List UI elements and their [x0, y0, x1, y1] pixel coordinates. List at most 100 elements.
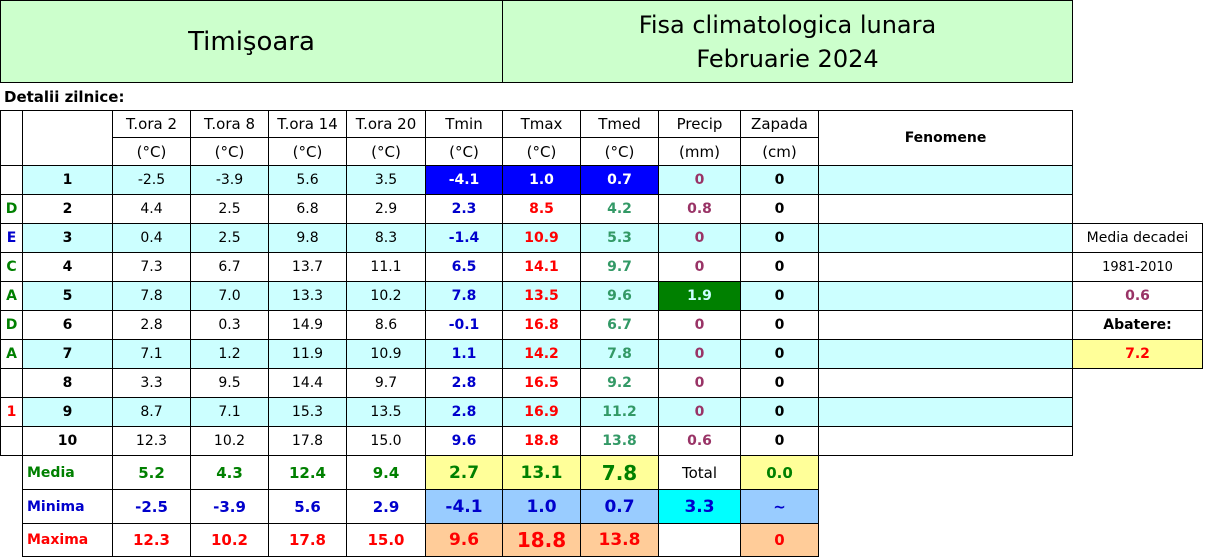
summary-value: 18.8: [502, 523, 581, 557]
fenomene: [818, 339, 1073, 369]
column-unit: (°C): [580, 137, 659, 166]
value: 2.5: [190, 194, 269, 224]
summary-value: 0.7: [580, 489, 659, 524]
day: 8: [22, 368, 113, 398]
day: 6: [22, 310, 113, 340]
column-header: Tmin: [425, 110, 503, 138]
column-unit: (°C): [502, 137, 581, 166]
value: -1.4: [425, 223, 503, 253]
column-unit: (°C): [190, 137, 269, 166]
value: 7.8: [112, 281, 191, 311]
value: 16.5: [502, 368, 581, 398]
value: 8.7: [112, 397, 191, 427]
summary-value: [658, 523, 741, 557]
value: 14.1: [502, 252, 581, 282]
value: 8.5: [502, 194, 581, 224]
fenomene-header: Fenomene: [818, 110, 1073, 166]
value: 0: [740, 252, 819, 282]
summary-value: 9.4: [346, 455, 426, 490]
fenomene: [818, 426, 1073, 456]
value: 9.6: [425, 426, 503, 456]
value: 14.2: [502, 339, 581, 369]
summary-value: 1.0: [502, 489, 581, 524]
value: 11.2: [580, 397, 659, 427]
summary-value: 15.0: [346, 523, 426, 557]
value: 5.3: [580, 223, 659, 253]
summary-value: -4.1: [425, 489, 503, 524]
value: 13.5: [346, 397, 426, 427]
value: 15.3: [268, 397, 347, 427]
summary-value: ~: [740, 489, 819, 524]
value: 0: [740, 165, 819, 195]
value: 15.0: [346, 426, 426, 456]
value: 0: [658, 165, 741, 195]
value: 3.5: [346, 165, 426, 195]
value: 0: [658, 223, 741, 253]
summary-label: Maxima: [22, 523, 113, 557]
side-panel: Abatere:: [1072, 310, 1203, 340]
value: 0.3: [190, 310, 269, 340]
value: 0: [658, 310, 741, 340]
value: 9.8: [268, 223, 347, 253]
side-panel: 0.6: [1072, 281, 1203, 311]
decade-letter: 1: [0, 397, 23, 427]
fenomene: [818, 281, 1073, 311]
day: 3: [22, 223, 113, 253]
value: 8.3: [346, 223, 426, 253]
value: 0: [658, 368, 741, 398]
value: 6.5: [425, 252, 503, 282]
value: 0: [740, 397, 819, 427]
value: 11.1: [346, 252, 426, 282]
value: 10.9: [502, 223, 581, 253]
blank: [0, 455, 23, 490]
value: 13.7: [268, 252, 347, 282]
value: 1.1: [425, 339, 503, 369]
fenomene: [818, 397, 1073, 427]
day: 4: [22, 252, 113, 282]
column-unit: (°C): [112, 137, 191, 166]
summary-value: 4.3: [190, 455, 269, 490]
summary-value: 12.4: [268, 455, 347, 490]
value: -2.5: [112, 165, 191, 195]
summary-value: 2.9: [346, 489, 426, 524]
decade-letter: A: [0, 281, 23, 311]
value: 1.0: [502, 165, 581, 195]
value: 6.7: [190, 252, 269, 282]
value: 0: [740, 281, 819, 311]
value: 0: [740, 223, 819, 253]
fenomene: [818, 368, 1073, 398]
decade-letter: A: [0, 339, 23, 369]
side-panel: 1981-2010: [1072, 252, 1203, 282]
value: 9.7: [346, 368, 426, 398]
value: 2.3: [425, 194, 503, 224]
summary-value: 3.3: [658, 489, 741, 524]
value: 0: [740, 194, 819, 224]
value: 13.8: [580, 426, 659, 456]
value: 14.9: [268, 310, 347, 340]
value: -4.1: [425, 165, 503, 195]
title-line: Fisa climatologica lunara: [638, 10, 937, 39]
summary-value: 12.3: [112, 523, 191, 557]
value: 9.5: [190, 368, 269, 398]
summary-value: 17.8: [268, 523, 347, 557]
column-unit: (cm): [740, 137, 819, 166]
value: 16.8: [502, 310, 581, 340]
station-title: Timişoara: [0, 0, 503, 83]
value: 12.3: [112, 426, 191, 456]
column-unit: (°C): [425, 137, 503, 166]
side-panel: 7.2: [1072, 339, 1203, 369]
value: 2.8: [112, 310, 191, 340]
summary-value: 0.0: [740, 455, 819, 490]
value: 0: [658, 252, 741, 282]
summary-label: Media: [22, 455, 113, 490]
value: 7.1: [190, 397, 269, 427]
decade-letter: E: [0, 223, 23, 253]
day: 5: [22, 281, 113, 311]
decade-letter: [0, 426, 23, 456]
value: 10.2: [190, 426, 269, 456]
column-header: T.ora 20: [346, 110, 426, 138]
summary-value: Total: [658, 455, 741, 490]
value: 0: [658, 339, 741, 369]
value: 1.9: [658, 281, 741, 311]
value: 6.7: [580, 310, 659, 340]
